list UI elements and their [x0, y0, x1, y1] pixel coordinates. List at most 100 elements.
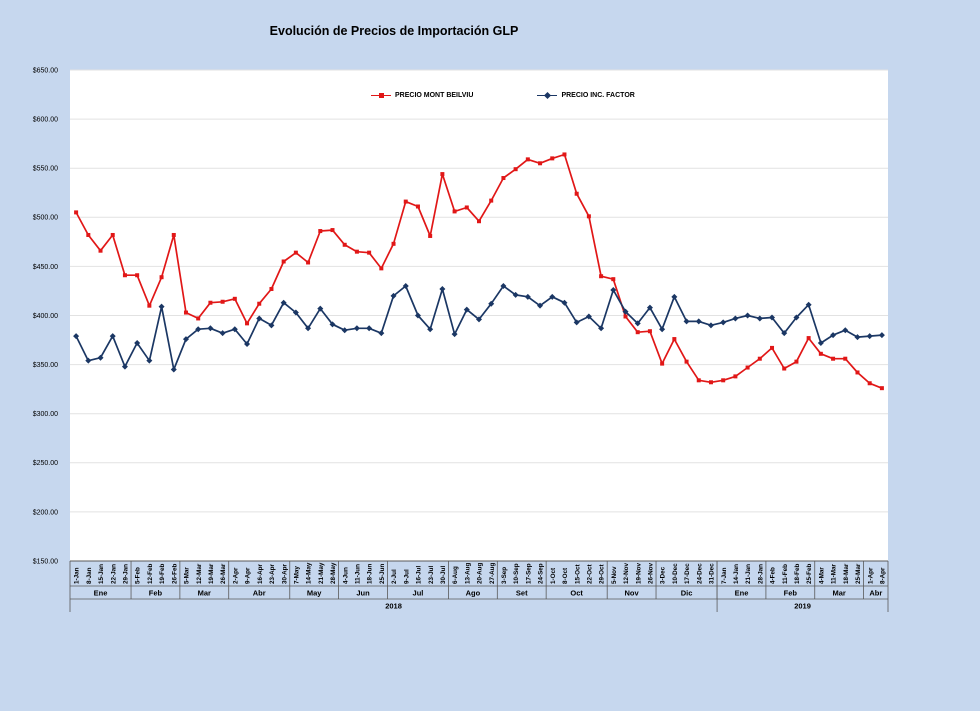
data-point-marker [818, 351, 823, 356]
data-point-marker [745, 365, 750, 370]
data-point-marker [549, 293, 556, 300]
data-point-marker [660, 361, 665, 366]
data-point-marker [720, 319, 727, 326]
x-tick-label: 7-May [293, 566, 300, 584]
x-tick-label: 26-Nov [648, 563, 655, 584]
data-point-marker [318, 229, 323, 234]
month-label: Abr [253, 589, 266, 598]
data-point-marker [293, 250, 298, 255]
x-tick-label: 2-Jul [391, 569, 398, 584]
data-point-marker [135, 273, 140, 278]
x-tick-label: 26-Feb [171, 564, 178, 584]
month-label: Ene [94, 589, 108, 598]
x-tick-label: 1-Jan [74, 567, 81, 584]
data-point-marker [476, 316, 482, 323]
x-tick-label: 10-Dec [672, 563, 679, 584]
data-point-marker [585, 313, 592, 320]
data-point-marker [695, 318, 702, 325]
chart-title: Evolución de Precios de Importación GLP [269, 24, 519, 38]
data-point-marker [182, 336, 189, 343]
data-point-marker [610, 286, 617, 293]
data-point-marker [782, 366, 787, 371]
x-tick-label: 10-Sep [513, 563, 520, 584]
data-point-marker [269, 286, 274, 291]
x-tick-label: 23-Apr [269, 564, 276, 584]
data-point-marker [831, 356, 836, 361]
data-point-marker [770, 345, 775, 350]
x-tick-label: 5-Nov [611, 566, 618, 584]
data-point-marker [256, 315, 263, 322]
x-tick-label: 26-Mar [220, 563, 227, 584]
data-point-marker [292, 309, 299, 316]
legend-label: PRECIO MONT BEILVIU [395, 92, 474, 99]
data-point-marker [574, 191, 579, 196]
data-point-marker [414, 312, 421, 319]
month-label: Oct [570, 589, 583, 598]
x-tick-label: 21-Jan [745, 564, 752, 584]
data-point-marker [879, 386, 884, 391]
x-tick-label: 19-Feb [159, 564, 166, 584]
data-point-marker [756, 315, 763, 322]
data-point-marker [646, 304, 653, 311]
x-tick-label: 8-Apr [879, 567, 886, 584]
month-label: Mar [198, 589, 211, 598]
data-point-marker [85, 357, 92, 364]
data-point-marker [525, 157, 530, 162]
data-point-marker [219, 330, 226, 337]
x-tick-label: 6-Aug [452, 566, 459, 584]
y-tick-label: $150.00 [33, 558, 58, 565]
data-point-marker [244, 340, 251, 347]
x-tick-label: 9-Jul [403, 569, 410, 584]
data-point-marker [684, 359, 689, 364]
data-point-marker [732, 315, 739, 322]
data-point-marker [524, 293, 531, 300]
data-point-marker [353, 325, 360, 332]
month-label: Ago [466, 589, 481, 598]
data-point-marker [158, 303, 165, 310]
data-point-marker [452, 209, 457, 214]
x-tick-label: 16-Jul [416, 566, 423, 584]
month-label: Abr [869, 589, 882, 598]
x-tick-label: 2-Apr [232, 567, 239, 584]
x-tick-label: 18-Jun [367, 564, 374, 584]
x-tick-label: 22-Jan [110, 564, 117, 584]
x-tick-label: 17-Sep [525, 563, 532, 584]
data-point-marker [367, 250, 372, 255]
x-tick-label: 17-Dec [684, 563, 691, 584]
y-tick-label: $400.00 [33, 313, 58, 320]
y-axis-labels: $650.00 $600.00 $550.00 $500.00 $450.00 $400.… [33, 67, 58, 565]
data-point-marker [97, 354, 104, 361]
data-point-marker [769, 314, 776, 321]
red-line-marker-icon [371, 92, 391, 99]
x-tick-label: 30-Apr [281, 564, 288, 584]
x-tick-label: 5-Feb [135, 567, 142, 584]
month-label: Feb [784, 589, 798, 598]
data-point-marker [402, 283, 409, 290]
data-point-marker [635, 330, 640, 335]
data-point-marker [427, 326, 434, 333]
x-tick-label: 23-Jul [428, 566, 435, 584]
data-point-marker [757, 356, 762, 361]
month-label: Set [516, 589, 528, 598]
data-point-marker [428, 233, 433, 238]
data-point-marker [122, 273, 127, 278]
x-tick-label: 4-Mar [818, 567, 825, 584]
data-point-marker [403, 199, 408, 204]
data-point-marker [696, 378, 701, 383]
data-point-marker [317, 305, 324, 312]
data-point-marker [170, 366, 177, 373]
x-tick-label: 27-Aug [489, 563, 496, 584]
x-tick-label: 19-Mar [208, 563, 215, 584]
x-tick-label: 4-Jun [342, 567, 349, 584]
data-point-marker [439, 285, 446, 292]
month-label: Jul [413, 589, 424, 598]
x-tick-label: 19-Nov [635, 563, 642, 584]
data-point-marker [878, 332, 885, 339]
data-point-marker [451, 331, 458, 338]
data-point-marker [464, 205, 469, 210]
data-point-marker [733, 374, 738, 379]
x-tick-label: 25-Feb [806, 564, 813, 584]
data-point-marker [562, 152, 567, 157]
data-point-marker [843, 356, 848, 361]
